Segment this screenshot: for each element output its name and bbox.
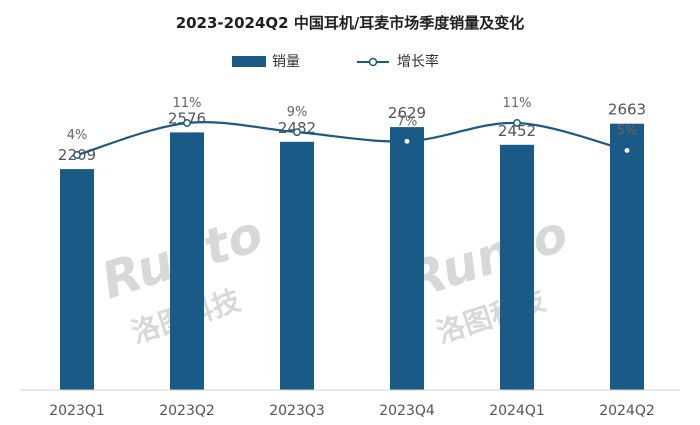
x-tick-label: 2024Q1	[489, 403, 545, 419]
growth-value-label: 9%	[287, 105, 308, 120]
growth-value-label: 11%	[173, 96, 202, 111]
x-tick-label: 2023Q3	[269, 403, 325, 419]
growth-value-label: 5%	[617, 123, 638, 138]
growth-value-label: 4%	[67, 128, 88, 143]
legend-bar-label: 销量	[272, 54, 300, 70]
bar-value-label: 2663	[608, 101, 646, 119]
legend-bar-swatch	[232, 56, 266, 67]
growth-series	[73, 119, 631, 159]
bar	[60, 169, 94, 390]
growth-line	[76, 121, 628, 157]
growth-labels: 4% 11% 9% 7% 11% 5%	[67, 96, 638, 143]
bars	[60, 123, 644, 390]
growth-point	[513, 119, 521, 127]
x-tick-label: 2024Q2	[599, 403, 655, 419]
bar	[280, 141, 314, 390]
bar-value-label: 2629	[388, 104, 426, 122]
bar	[500, 144, 534, 390]
watermark-text-en: Runto	[400, 204, 575, 310]
growth-point	[73, 151, 81, 159]
legend-line-marker	[368, 57, 378, 67]
bar-value-label: 2452	[498, 122, 536, 140]
x-tick-label: 2023Q2	[159, 403, 215, 419]
bar	[170, 132, 204, 390]
growth-point	[623, 146, 631, 155]
growth-value-label: 7%	[397, 114, 418, 129]
growth-point	[183, 119, 191, 127]
growth-point	[403, 137, 411, 146]
legend: 销量 增长率	[232, 53, 439, 70]
x-tick-label: 2023Q4	[379, 403, 435, 419]
bar	[390, 127, 424, 390]
bar-labels: 220925762482262924522663	[58, 101, 646, 164]
x-axis-tick-labels: 2023Q1 2023Q2 2023Q3 2023Q4 2024Q1 2024Q2	[49, 403, 655, 419]
growth-value-label: 11%	[503, 96, 532, 111]
chart-title: 2023-2024Q2 中国耳机/耳麦市场季度销量及变化	[176, 14, 525, 32]
x-tick-label: 2023Q1	[49, 403, 105, 419]
bar	[610, 123, 644, 390]
growth-point	[293, 128, 301, 137]
legend-line-label: 增长率	[397, 53, 439, 70]
